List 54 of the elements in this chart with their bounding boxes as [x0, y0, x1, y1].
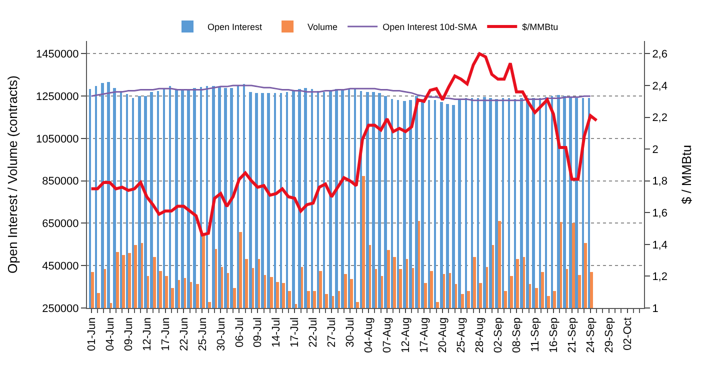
- y-tick-label: 250000: [42, 302, 79, 315]
- legend-label: $/MMBtu: [522, 22, 558, 32]
- x-tick-label: 11-Sep: [530, 317, 542, 352]
- line-series: [90, 52, 598, 236]
- y-tick-label: 1450000: [36, 48, 79, 61]
- x-tick-label: 07-Aug: [382, 317, 394, 353]
- x-tick-label: 20-Aug: [437, 317, 450, 353]
- x-tick-label: 30-Jun: [215, 317, 228, 352]
- y2-tick-label: 1: [652, 302, 658, 315]
- x-tick-label: 08-Sep: [511, 317, 524, 353]
- x-tick-label: 04-Jun: [104, 317, 116, 352]
- line-series: [90, 84, 592, 102]
- x-tick-label: 14-Jul: [270, 317, 283, 348]
- y2-tick-label: 2,4: [652, 80, 668, 92]
- x-tick-label: 16-Sep: [548, 317, 560, 353]
- y2-tick-label: 1,6: [652, 207, 668, 220]
- y2-tick-label: 1,8: [652, 176, 668, 188]
- x-tick-label: 04-Aug: [363, 317, 376, 353]
- x-tick-label: 17-Jul: [289, 317, 302, 348]
- x-tick-label: 21-Sep: [566, 317, 578, 353]
- x-tick-label: 09-Jul: [252, 317, 264, 348]
- x-tick-label: 02-Oct: [622, 317, 634, 350]
- x-tick-label: 12-Aug: [400, 317, 412, 353]
- x-tick-label: 25-Jun: [196, 317, 209, 352]
- x-tick-label: 29-Sep: [603, 317, 616, 353]
- x-tick-label: 24-Sep: [584, 317, 597, 353]
- legend-label: Volume: [308, 22, 338, 32]
- y-tick-label: 450000: [42, 260, 79, 272]
- y2-tick-label: 2,2: [652, 112, 668, 124]
- y-axis-title: Open Interest / Volume (contracts): [4, 76, 20, 274]
- y-tick-label: 1250000: [36, 90, 79, 103]
- y2-axis-title: $ / MMBtu: [679, 144, 694, 204]
- x-tick-label: 22-Jul: [308, 317, 320, 348]
- x-tick-label: 30-Jul: [344, 317, 357, 348]
- x-tick-label: 22-Jun: [178, 317, 190, 352]
- y2-tick-label: 2,6: [652, 48, 668, 61]
- y2-tick-label: 1,4: [652, 239, 668, 252]
- y2-tick-label: 2: [652, 144, 658, 156]
- x-tick-label: 01-Jun: [86, 317, 98, 352]
- x-tick-label: 17-Aug: [418, 317, 431, 353]
- x-tick-label: 06-Jul: [234, 317, 246, 348]
- y-tick-label: 650000: [42, 218, 79, 230]
- y-tick-label: 1050000: [36, 133, 79, 146]
- legend-label: Open Interest: [208, 22, 263, 32]
- x-tick-label: 02-Sep: [492, 317, 505, 353]
- x-tick-label: 12-Jun: [141, 317, 154, 352]
- y-tick-label: 850000: [42, 176, 79, 188]
- x-tick-label: 17-Jun: [160, 317, 172, 352]
- legend-label: Open Interest 10d-SMA: [382, 22, 478, 32]
- x-tick-label: 25-Aug: [456, 317, 468, 353]
- x-tick-label: 27-Jul: [326, 317, 338, 348]
- x-tick-label: 28-Aug: [474, 317, 486, 353]
- x-tick-label: 09-Jun: [122, 317, 135, 352]
- y2-tick-label: 1,2: [652, 271, 668, 284]
